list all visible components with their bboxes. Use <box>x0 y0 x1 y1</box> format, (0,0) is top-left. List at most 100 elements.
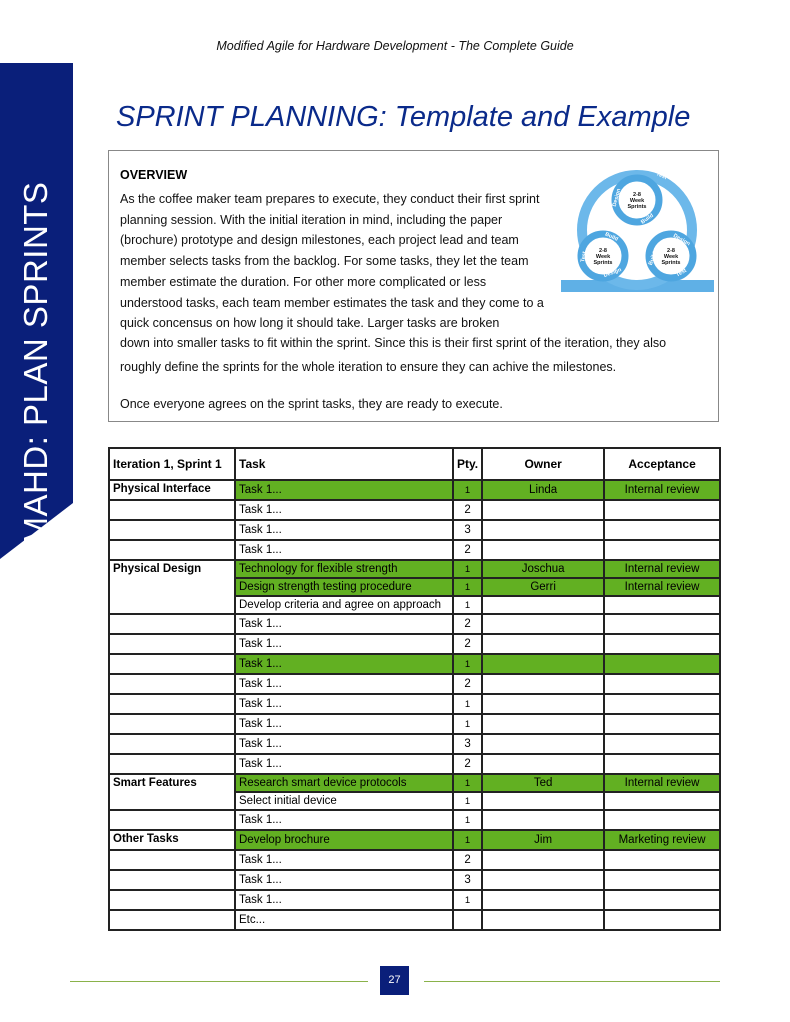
section-cell <box>108 909 236 931</box>
table-row: Develop criteria and agree on approach 1 <box>109 595 721 615</box>
col-header-priority: Pty. <box>451 447 484 481</box>
cycle-label: Week <box>630 198 645 204</box>
acceptance-cell <box>603 613 721 635</box>
owner-cell <box>481 613 606 635</box>
table-row: Select initial device 1 <box>109 791 721 811</box>
priority-cell: 1 <box>451 829 484 851</box>
table-row: Task 1... 2 <box>108 633 721 655</box>
priority-cell: 3 <box>451 519 484 541</box>
running-header: Modified Agile for Hardware Development … <box>216 39 574 53</box>
acceptance-cell <box>603 791 721 811</box>
section-cell <box>108 753 236 775</box>
owner-cell <box>481 713 606 735</box>
priority-cell: 1 <box>451 653 484 675</box>
section-cell <box>108 809 236 831</box>
task-cell: Task 1... <box>234 809 454 831</box>
priority-cell: 1 <box>451 595 484 615</box>
page-number: 27 <box>380 966 409 995</box>
section-cell <box>108 539 236 561</box>
section-cell: Physical Interface <box>108 479 236 501</box>
owner-cell <box>481 889 606 911</box>
task-cell: Task 1... <box>234 849 454 871</box>
priority-cell: 1 <box>451 809 484 831</box>
cycle-label: Week <box>596 254 611 260</box>
banner-text: MAHD: PLAN SPRINTS <box>17 181 54 545</box>
acceptance-cell <box>603 595 721 615</box>
task-cell: Select initial device <box>234 791 454 811</box>
section-cell <box>108 613 236 635</box>
footer-rule-right <box>424 981 720 982</box>
acceptance-cell <box>603 693 721 715</box>
table-header-row: Iteration 1, Sprint 1 Task Pty. Owner Ac… <box>108 447 721 481</box>
task-cell: Task 1... <box>234 693 454 715</box>
owner-cell <box>481 499 606 521</box>
task-cell: Task 1... <box>234 713 454 735</box>
overview-box: OVERVIEW As the coffee maker team prepar… <box>108 150 719 422</box>
col-header-owner: Owner <box>481 447 606 481</box>
priority-cell: 2 <box>451 849 484 871</box>
task-cell: Task 1... <box>234 733 454 755</box>
priority-cell: 1 <box>451 577 484 597</box>
side-banner: MAHD: PLAN SPRINTS <box>0 63 73 559</box>
owner-cell <box>481 869 606 891</box>
section-cell: Other Tasks <box>108 829 236 851</box>
task-cell: Task 1... <box>234 499 454 521</box>
priority-cell: 2 <box>451 539 484 561</box>
task-cell: Task 1... <box>234 653 454 675</box>
table-row: Task 1... 2 <box>108 753 721 775</box>
owner-cell <box>481 849 606 871</box>
table-row: Task 1... 3 <box>108 869 721 891</box>
acceptance-cell <box>603 849 721 871</box>
cycle-label: 2-8 <box>599 248 607 254</box>
cycle-label: Week <box>664 254 679 260</box>
owner-cell <box>481 633 606 655</box>
task-cell: Task 1... <box>234 869 454 891</box>
priority-cell: 2 <box>451 613 484 635</box>
section-cell <box>108 653 236 675</box>
owner-cell: Gerri <box>481 577 606 597</box>
priority-cell: 1 <box>451 559 484 579</box>
priority-cell: 2 <box>451 673 484 695</box>
priority-cell: 1 <box>451 889 484 911</box>
sprint-cycle-diagram: 2-8 Week Sprints 2-8 Week Sprints 2-8 We… <box>561 170 714 292</box>
overview-paragraph-3: Once everyone agrees on the sprint tasks… <box>120 397 503 411</box>
section-cell <box>108 633 236 655</box>
section-cell <box>108 673 236 695</box>
table-row: Task 1... 3 <box>108 519 721 541</box>
task-cell: Task 1... <box>234 519 454 541</box>
cycle-label: Sprints <box>628 204 647 210</box>
priority-cell: 1 <box>451 479 484 501</box>
table-row: Task 1... 1 <box>108 693 721 715</box>
owner-cell: Jim <box>481 829 606 851</box>
priority-cell: 2 <box>451 753 484 775</box>
task-cell: Develop brochure <box>234 829 454 851</box>
task-cell: Etc... <box>234 909 454 931</box>
owner-cell <box>481 539 606 561</box>
task-cell: Task 1... <box>234 753 454 775</box>
overview-heading: OVERVIEW <box>120 168 188 182</box>
section-cell: Smart Features <box>108 773 236 811</box>
section-cell: Physical Design <box>108 559 236 615</box>
acceptance-cell: Internal review <box>603 479 721 501</box>
section-cell <box>108 713 236 735</box>
acceptance-cell <box>603 539 721 561</box>
owner-cell <box>481 791 606 811</box>
owner-cell <box>481 733 606 755</box>
page-title: SPRINT PLANNING: Template and Example <box>116 101 691 133</box>
task-cell: Task 1... <box>234 889 454 911</box>
task-cell: Task 1... <box>234 633 454 655</box>
col-header-task: Task <box>234 447 454 481</box>
table-row: Physical Interface Task 1... 1 Linda Interna… <box>108 479 721 501</box>
task-cell: Technology for flexible strength <box>234 559 454 579</box>
priority-cell: 1 <box>451 713 484 735</box>
priority-cell: 1 <box>451 773 484 793</box>
table-row: Task 1... 2 <box>108 849 721 871</box>
owner-cell <box>481 673 606 695</box>
task-cell: Task 1... <box>234 539 454 561</box>
phase-label-test: Test <box>655 171 668 181</box>
section-cell <box>108 849 236 871</box>
table-row: Smart Features Research smart device prot… <box>108 773 721 811</box>
task-cell: Design strength testing procedure <box>234 577 454 597</box>
phase-label-build: Build <box>604 231 619 242</box>
